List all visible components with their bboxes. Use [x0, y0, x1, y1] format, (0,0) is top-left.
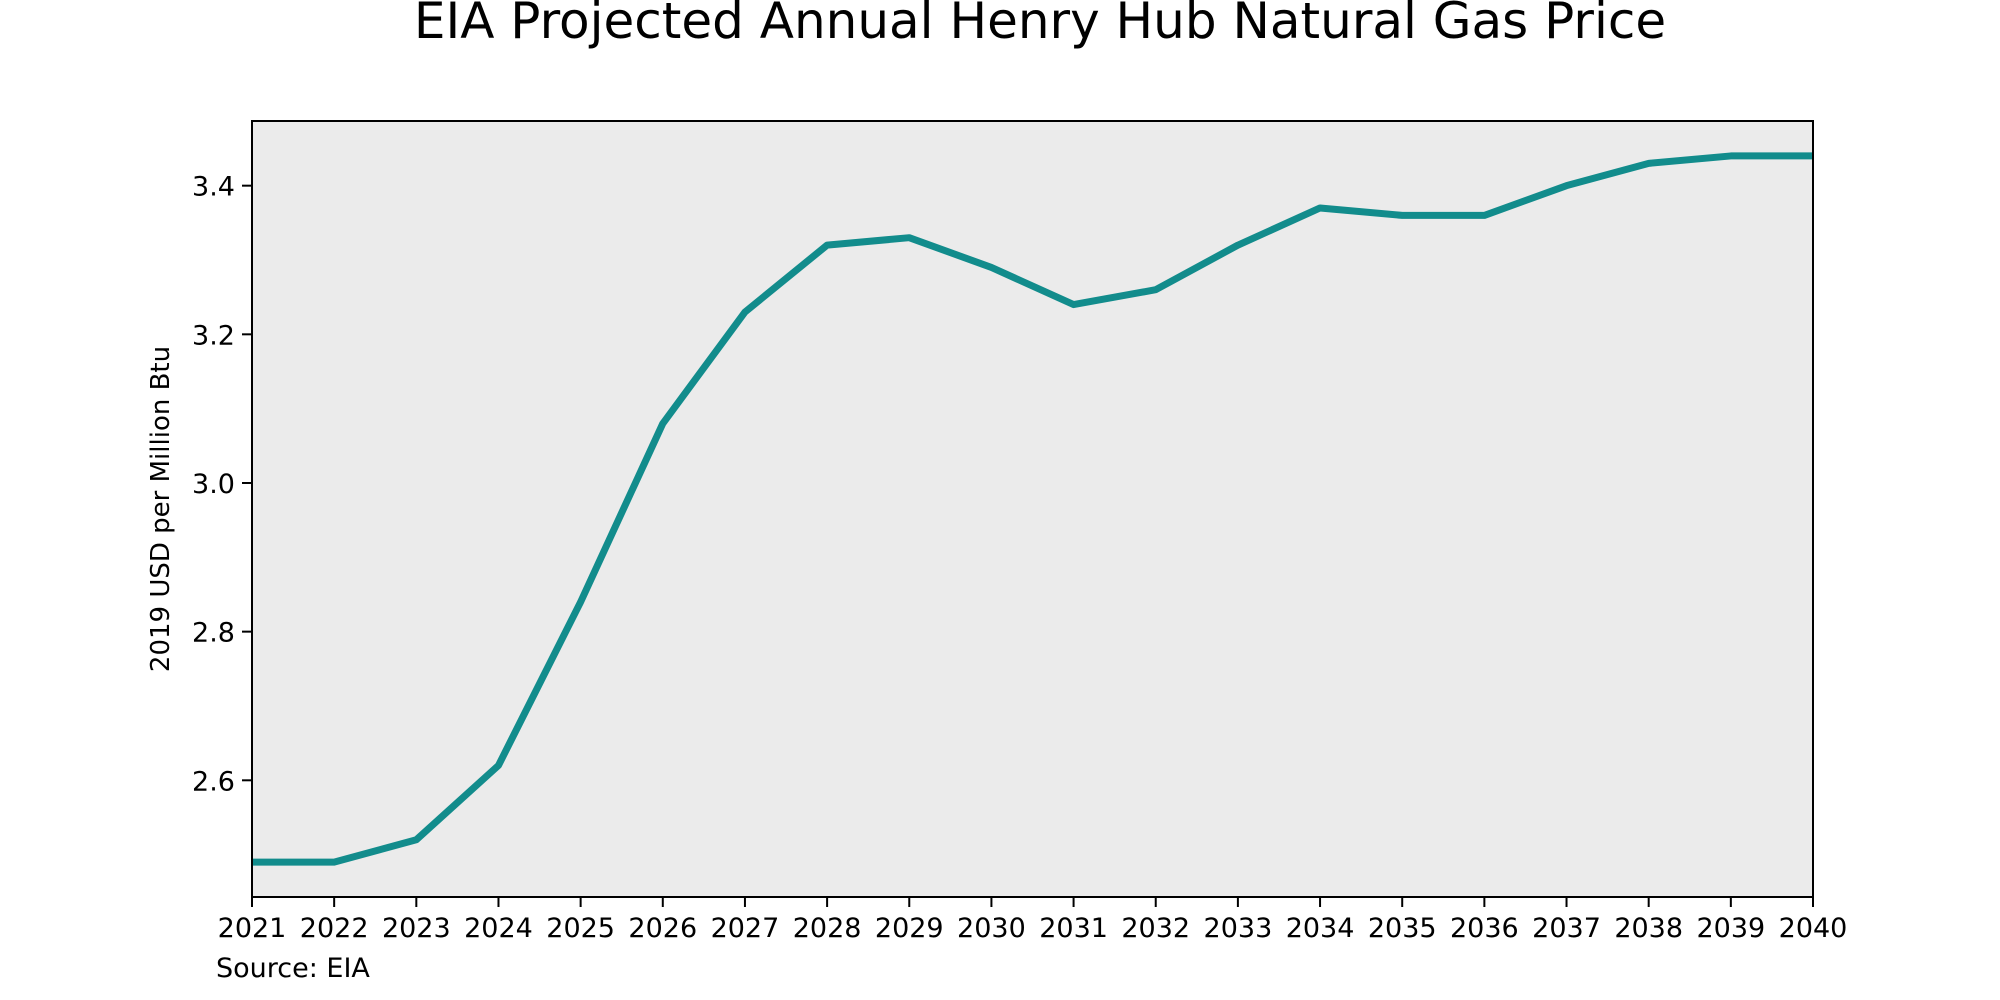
x-tick-label-2034: 2034: [1286, 913, 1355, 944]
x-tick-label-2026: 2026: [628, 913, 697, 944]
y-tick-label-2.6: 2.6: [192, 766, 235, 797]
y-tick-label-3.4: 3.4: [192, 172, 235, 203]
x-tick-label-2035: 2035: [1368, 913, 1437, 944]
x-tick-label-2040: 2040: [1779, 913, 1848, 944]
x-axis: 2021 2022 2023 2024 2025 2026 2027 2028 2029 2030…: [218, 897, 1848, 944]
x-tick-label-2039: 2039: [1696, 913, 1765, 944]
plot-frame: [251, 120, 1814, 898]
x-tick-label-2028: 2028: [793, 913, 862, 944]
x-tick-label-2025: 2025: [546, 913, 615, 944]
y-tick-label-2.8: 2.8: [192, 618, 235, 649]
x-tick-label-2032: 2032: [1121, 913, 1190, 944]
x-tick-label-2023: 2023: [382, 913, 451, 944]
chart-title: EIA Projected Annual Henry Hub Natural G…: [414, 0, 1666, 50]
x-tick-label-2030: 2030: [957, 913, 1026, 944]
y-axis: 2.6 2.8 3.0 3.2 3.4: [192, 172, 252, 797]
x-tick-label-2029: 2029: [875, 913, 944, 944]
x-tick-label-2021: 2021: [218, 913, 287, 944]
series-layer: [252, 152, 1813, 866]
x-tick-label-2037: 2037: [1532, 913, 1601, 944]
x-tick-label-2022: 2022: [300, 913, 369, 944]
source-label: Source: EIA: [216, 953, 370, 984]
series-line-0: [252, 152, 1813, 866]
y-tick-label-3.0: 3.0: [192, 469, 235, 500]
x-tick-label-2033: 2033: [1204, 913, 1273, 944]
y-tick-label-3.2: 3.2: [192, 320, 235, 351]
x-tick-label-2027: 2027: [711, 913, 780, 944]
y-axis-label: 2019 USD per Million Btu: [146, 346, 176, 672]
x-tick-label-2031: 2031: [1039, 913, 1108, 944]
x-tick-label-2036: 2036: [1450, 913, 1519, 944]
x-tick-label-2024: 2024: [464, 913, 533, 944]
plot-area: [252, 121, 1813, 897]
x-tick-label-2038: 2038: [1614, 913, 1683, 944]
